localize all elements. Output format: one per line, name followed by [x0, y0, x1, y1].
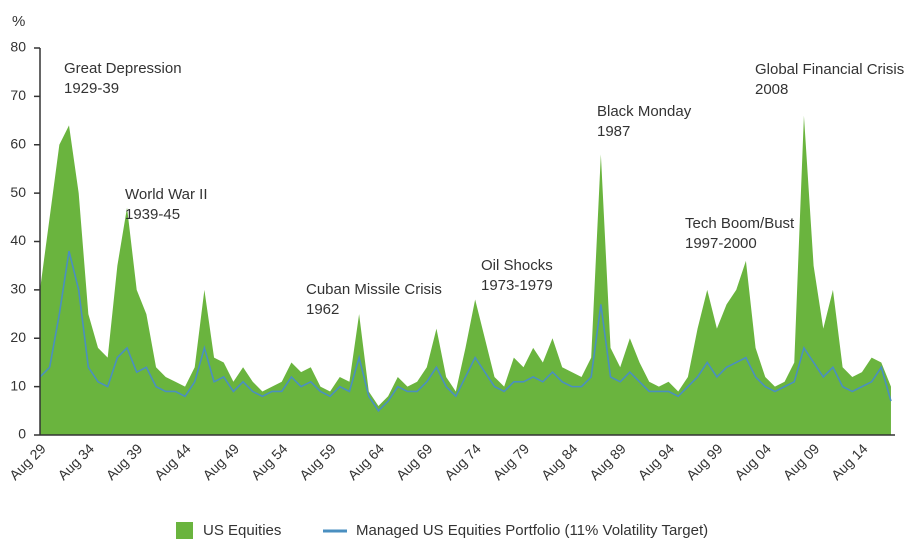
y-tick-label: 30	[10, 281, 26, 297]
annotation-period: 1987	[597, 123, 630, 140]
x-tick-label: Aug 59	[296, 440, 339, 483]
y-tick-label: 80	[10, 39, 26, 55]
annotation-title: Black Monday	[597, 103, 692, 120]
x-tick-label: Aug 44	[151, 440, 194, 483]
line	[39, 250, 892, 413]
annotation-period: 1973-1979	[481, 277, 553, 294]
x-tick-label: Aug 54	[248, 440, 291, 483]
x-tick-label: Aug 49	[199, 440, 242, 483]
x-tick-label: Aug 84	[538, 440, 581, 483]
x-tick-label: Aug 09	[780, 440, 823, 483]
x-tick-label: Aug 39	[103, 440, 146, 483]
y-axis-label: %	[12, 13, 25, 30]
x-tick-label: Aug 99	[683, 440, 726, 483]
y-tick-label: 0	[18, 426, 26, 442]
annotation-title: World War II	[125, 186, 208, 203]
annotation-title: Cuban Missile Crisis	[306, 281, 442, 298]
annotation-title: Great Depression	[64, 60, 182, 77]
annotation-period: 1997-2000	[685, 235, 757, 252]
x-tick-label: Aug 69	[393, 440, 436, 483]
x-tick-label: Aug 29	[6, 440, 49, 483]
y-tick-label: 50	[10, 184, 26, 200]
annotation-period: 1962	[306, 301, 339, 318]
x-tick-label: Aug 04	[731, 440, 774, 483]
annotation-title: Tech Boom/Bust	[685, 215, 795, 232]
legend-label: US Equities	[203, 522, 281, 539]
x-tick-label: Aug 34	[54, 440, 97, 483]
y-tick-label: 20	[10, 329, 26, 345]
legend-swatch	[176, 522, 193, 539]
y-tick-label: 70	[10, 87, 26, 103]
annotation-period: 2008	[755, 81, 788, 98]
x-tick-label: Aug 94	[635, 440, 678, 483]
annotation-period: 1929-39	[64, 80, 119, 97]
y-tick-label: 40	[10, 232, 26, 248]
y-tick-label: 60	[10, 135, 26, 151]
x-tick-label: Aug 89	[586, 440, 629, 483]
x-tick-label: Aug 74	[441, 440, 484, 483]
x-tick-label: Aug 79	[490, 440, 533, 483]
annotation-title: Global Financial Crisis	[755, 61, 904, 78]
x-tick-label: Aug 14	[828, 440, 871, 483]
y-tick-label: 10	[10, 377, 26, 393]
area	[40, 115, 891, 435]
legend-label: Managed US Equities Portfolio (11% Volat…	[356, 522, 708, 539]
annotation-period: 1939-45	[125, 206, 180, 223]
x-tick-label: Aug 64	[344, 440, 387, 483]
annotation-title: Oil Shocks	[481, 257, 553, 274]
